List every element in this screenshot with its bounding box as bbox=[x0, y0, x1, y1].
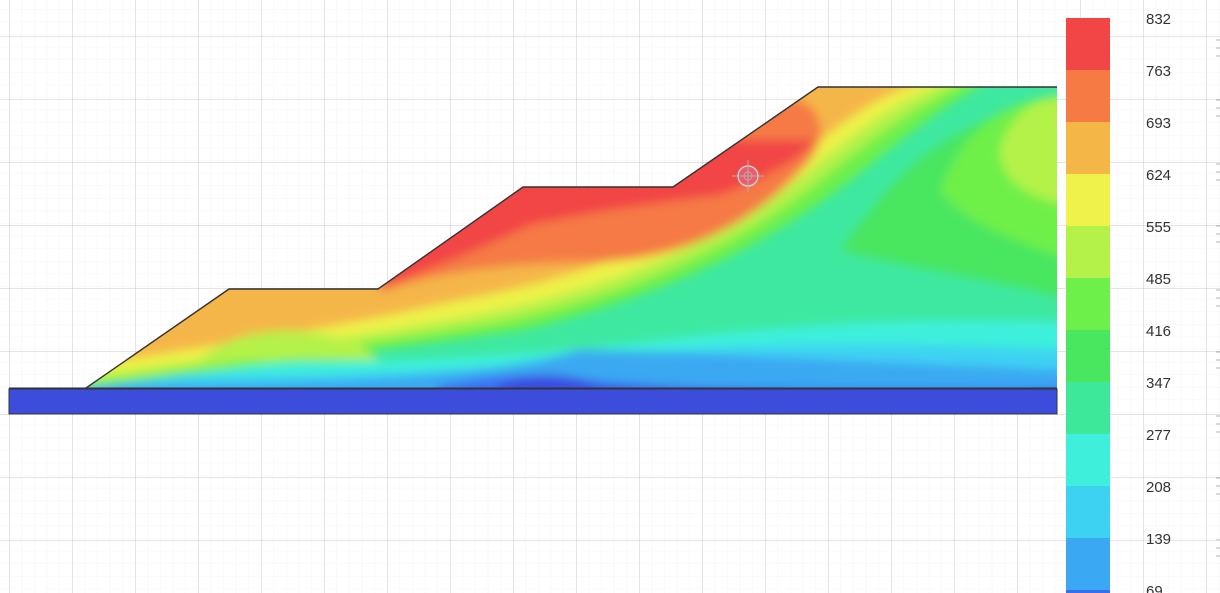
legend-label: 693 bbox=[1146, 115, 1172, 132]
legend-swatch bbox=[1066, 330, 1110, 382]
legend-swatch bbox=[1066, 382, 1110, 434]
legend-label: 69 bbox=[1146, 583, 1163, 593]
legend-swatch bbox=[1066, 278, 1110, 330]
legend-swatch bbox=[1066, 434, 1110, 486]
legend-label: 347 bbox=[1146, 375, 1172, 392]
slope-outline bbox=[85, 86, 1057, 389]
base-layer bbox=[8, 388, 1058, 415]
edge-ruler bbox=[1216, 39, 1220, 557]
legend-swatch bbox=[1066, 174, 1110, 226]
legend-label: 416 bbox=[1146, 323, 1172, 340]
legend-label: 832 bbox=[1146, 11, 1172, 28]
legend-label: 277 bbox=[1146, 427, 1172, 444]
legend-label: 763 bbox=[1146, 63, 1172, 80]
legend-label: 555 bbox=[1146, 219, 1172, 236]
crosshair-icon[interactable] bbox=[732, 160, 764, 192]
legend-label: 624 bbox=[1146, 167, 1172, 184]
color-legend: 832 763 693 624 555 485 416 347 277 208 … bbox=[1066, 12, 1220, 593]
legend-swatch bbox=[1066, 18, 1110, 70]
legend-swatch bbox=[1066, 590, 1110, 593]
legend-swatch bbox=[1066, 226, 1110, 278]
legend-swatch bbox=[1066, 122, 1110, 174]
legend-swatch bbox=[1066, 538, 1110, 590]
legend-swatch bbox=[1066, 70, 1110, 122]
legend-swatch bbox=[1066, 486, 1110, 538]
legend-label: 485 bbox=[1146, 271, 1172, 288]
legend-label: 208 bbox=[1146, 479, 1172, 496]
legend-label: 139 bbox=[1146, 531, 1172, 548]
